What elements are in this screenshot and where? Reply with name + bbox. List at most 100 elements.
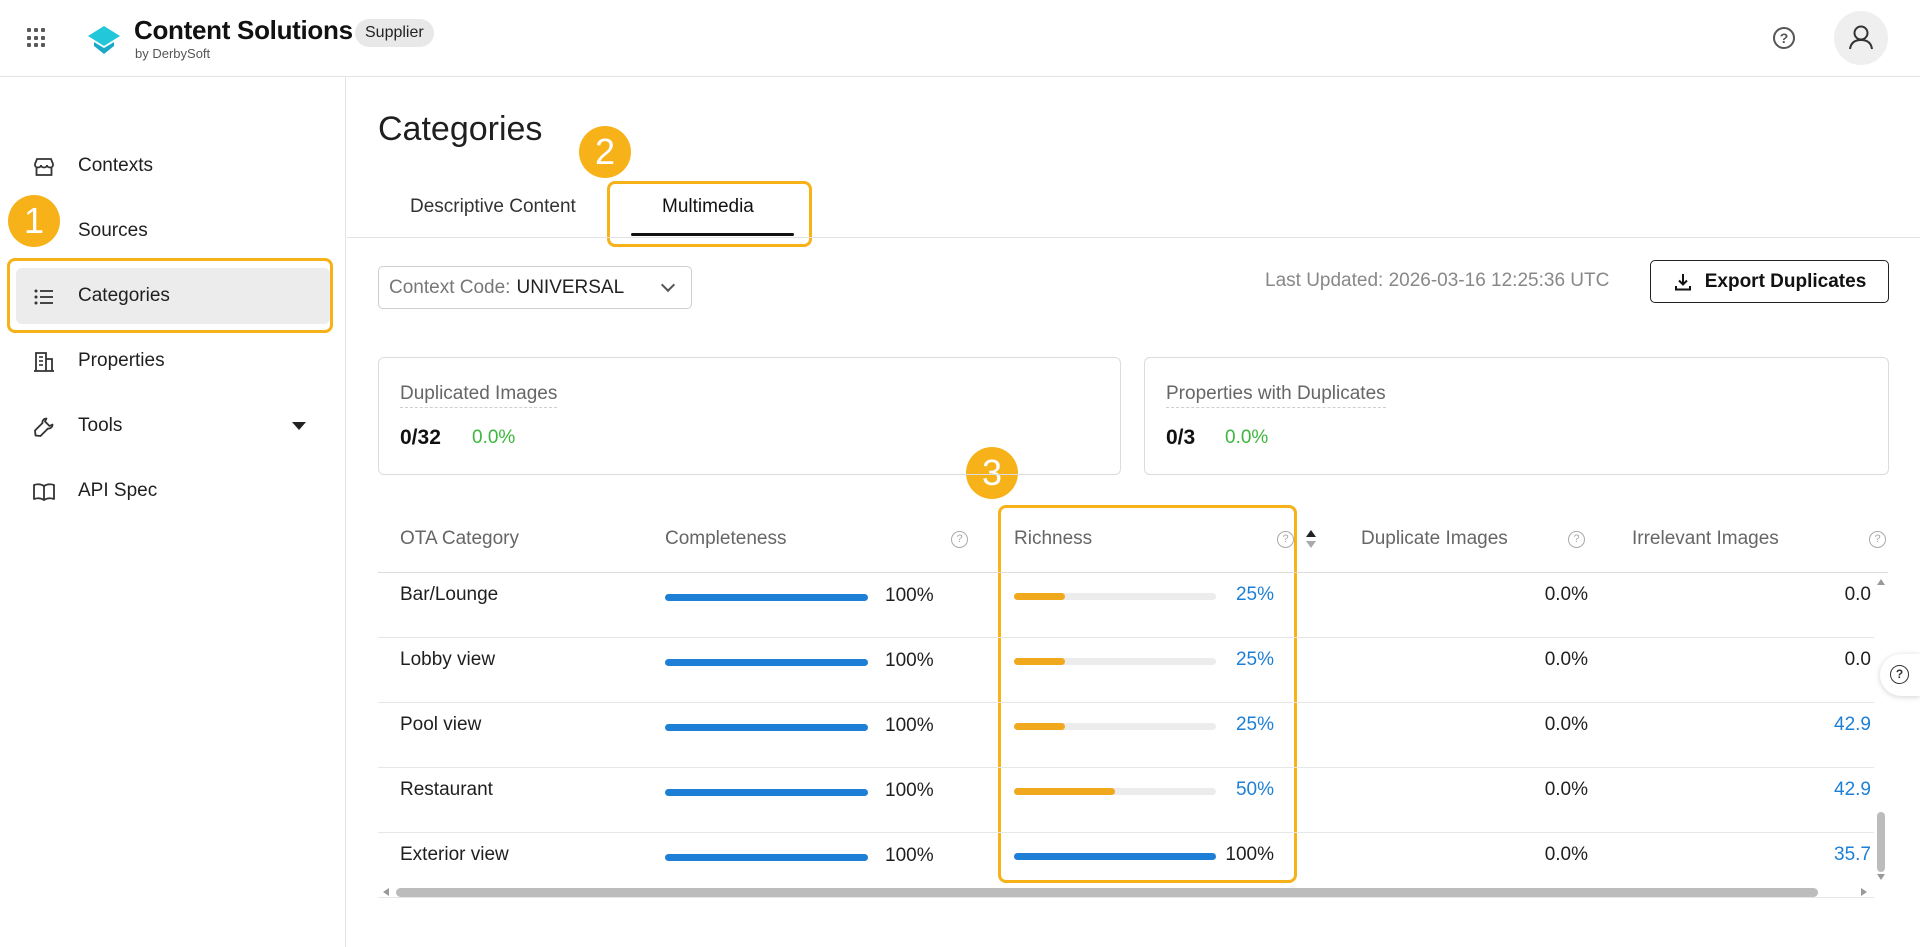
help-icon[interactable]: ? [1869, 531, 1886, 548]
category-cell: Bar/Lounge [400, 584, 499, 605]
tab-descriptive-content[interactable]: Descriptive Content [410, 196, 576, 217]
table-row[interactable]: Restaurant 100% 50% 0.0% 42.9 [378, 768, 1874, 833]
category-cell: Restaurant [400, 779, 493, 800]
category-cell: Exterior view [400, 844, 509, 865]
caret-down-icon [292, 422, 306, 430]
horizontal-scrollbar-thumb[interactable] [396, 888, 1818, 897]
completeness-bar-fill [665, 789, 868, 796]
top-bar: Content Solutions by DerbySoft Supplier … [0, 0, 1920, 77]
scroll-left-arrow-icon[interactable] [382, 887, 390, 897]
completeness-bar-fill [665, 594, 868, 601]
card-title: Properties with Duplicates [1166, 383, 1386, 408]
column-header-completeness[interactable]: Completeness [665, 528, 787, 549]
completeness-bar-fill [665, 659, 868, 666]
sidebar-item-label: Tools [78, 415, 123, 436]
completeness-value: 100% [885, 845, 934, 866]
richness-value[interactable]: 25% [1235, 714, 1274, 735]
card-value: 0/3 [1166, 426, 1196, 449]
context-code-label: Context Code: [389, 277, 511, 298]
sidebar-item-contexts[interactable]: Contexts [16, 138, 330, 194]
richness-bar-fill [1014, 593, 1065, 600]
sidebar-item-label: Categories [78, 285, 170, 306]
completeness-bar-fill [665, 854, 868, 861]
vertical-scrollbar-thumb[interactable] [1877, 812, 1885, 872]
card-title: Duplicated Images [400, 383, 558, 408]
richness-bar [1014, 788, 1216, 795]
tab-multimedia[interactable]: Multimedia [662, 196, 754, 217]
help-icon[interactable]: ? [1568, 531, 1585, 548]
building-icon [34, 352, 54, 372]
table-header [378, 512, 1888, 573]
sidebar: Contexts Sources Categories Properties T… [0, 77, 346, 947]
irrelevant-images-value[interactable]: 42.9 [1834, 714, 1871, 735]
scroll-up-arrow-icon[interactable] [1876, 578, 1886, 586]
richness-bar [1014, 658, 1216, 665]
completeness-bar [665, 659, 868, 666]
chevron-down-icon [660, 277, 676, 293]
wrench-icon [34, 417, 54, 437]
brand-logo [88, 26, 120, 54]
help-icon[interactable]: ? [1773, 27, 1795, 49]
download-icon [1674, 273, 1691, 290]
card-percentage: 0.0% [1225, 427, 1269, 448]
richness-value[interactable]: 25% [1235, 649, 1274, 670]
column-header-irrelevant-images[interactable]: Irrelevant Images [1632, 528, 1779, 549]
column-header-duplicate-images[interactable]: Duplicate Images [1361, 528, 1508, 549]
column-header-ota-category[interactable]: OTA Category [400, 528, 519, 549]
completeness-bar [665, 854, 868, 861]
role-badge: Supplier [355, 19, 434, 47]
sort-icon[interactable] [1305, 529, 1317, 549]
sidebar-item-label: Properties [78, 350, 165, 371]
completeness-value: 100% [885, 715, 934, 736]
tabs-divider [347, 237, 1920, 238]
category-cell: Pool view [400, 714, 482, 735]
irrelevant-images-value[interactable]: 42.9 [1834, 779, 1871, 800]
scroll-down-arrow-icon[interactable] [1876, 873, 1886, 881]
richness-bar-fill [1014, 788, 1115, 795]
irrelevant-images-value[interactable]: 35.7 [1834, 844, 1871, 865]
richness-value[interactable]: 50% [1235, 779, 1274, 800]
properties-with-duplicates-card: Properties with Duplicates 0/3 0.0% [1144, 357, 1889, 475]
richness-bar [1014, 593, 1216, 600]
sidebar-item-api-spec[interactable]: API Spec [16, 463, 330, 519]
richness-bar-fill [1014, 658, 1065, 665]
table-row[interactable]: Lobby view 100% 25% 0.0% 0.0 [378, 638, 1874, 703]
column-header-richness[interactable]: Richness [1014, 528, 1093, 549]
completeness-value: 100% [885, 780, 934, 801]
richness-value: 100% [1225, 844, 1274, 865]
annotation-badge-3: 3 [966, 447, 1018, 499]
completeness-bar [665, 789, 868, 796]
help-icon[interactable]: ? [951, 531, 968, 548]
brand-title: Content Solutions [134, 15, 353, 45]
irrelevant-images-value: 0.0 [1844, 649, 1871, 670]
help-icon[interactable]: ? [1277, 531, 1294, 548]
card-value: 0/32 [400, 426, 441, 449]
completeness-value: 100% [885, 650, 934, 671]
sidebar-item-label: API Spec [78, 480, 158, 501]
duplicate-images-value: 0.0% [1544, 779, 1588, 800]
context-code-select[interactable]: Context Code: UNIVERSAL [378, 266, 692, 309]
apps-grid-icon[interactable] [27, 28, 47, 48]
page-title: Categories [378, 110, 543, 148]
export-duplicates-button[interactable]: Export Duplicates [1650, 260, 1889, 303]
duplicate-images-value: 0.0% [1544, 649, 1588, 670]
table-row[interactable]: Bar/Lounge 100% 25% 0.0% 0.0 [378, 573, 1874, 638]
user-avatar[interactable] [1834, 11, 1888, 65]
richness-bar-fill [1014, 853, 1216, 860]
floating-help-button[interactable]: ? [1880, 654, 1920, 696]
scroll-right-arrow-icon[interactable] [1860, 887, 1868, 897]
annotation-badge-2: 2 [579, 126, 631, 178]
table-row[interactable]: Pool view 100% 25% 0.0% 42.9 [378, 703, 1874, 768]
sidebar-item-tools[interactable]: Tools [16, 398, 330, 454]
store-icon [34, 158, 54, 176]
completeness-bar [665, 594, 868, 601]
duplicate-images-value: 0.0% [1544, 844, 1588, 865]
sidebar-item-categories[interactable]: Categories [16, 268, 330, 324]
completeness-bar [665, 724, 868, 731]
table-row[interactable]: Exterior view 100% 100% 0.0% 35.7 [378, 833, 1874, 898]
richness-value[interactable]: 25% [1235, 584, 1274, 605]
sidebar-item-sources[interactable]: Sources [16, 203, 330, 259]
book-icon [33, 483, 55, 501]
list-icon [34, 289, 53, 305]
sidebar-item-properties[interactable]: Properties [16, 333, 330, 389]
